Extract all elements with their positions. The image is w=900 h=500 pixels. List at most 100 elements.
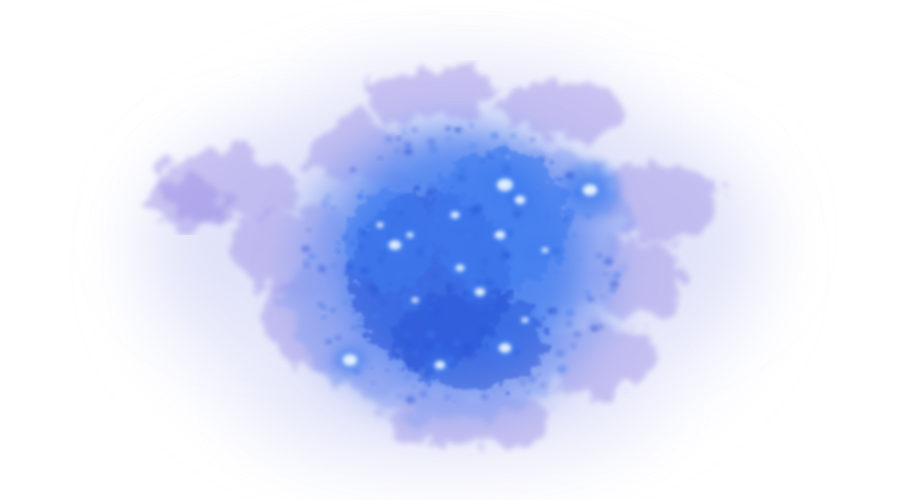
grain-speck	[440, 275, 447, 280]
grain-speck	[344, 263, 354, 271]
grain-speck	[480, 270, 486, 274]
grain-speck	[359, 266, 370, 275]
grain-speck	[498, 150, 505, 156]
grain-speck	[446, 135, 453, 141]
grain-speck	[412, 351, 419, 357]
grain-speck	[486, 382, 491, 386]
grain-speck	[426, 331, 435, 338]
sparkle-star	[521, 317, 529, 323]
grain-speck	[373, 283, 377, 286]
grain-speck	[398, 210, 404, 215]
grain-speck	[445, 395, 450, 400]
grain-speck	[325, 339, 332, 344]
grain-speck	[396, 230, 399, 233]
grain-speck	[330, 308, 336, 313]
grain-speck	[536, 351, 541, 356]
sparkle-star	[342, 354, 358, 366]
grain-speck	[481, 259, 488, 265]
grain-speck	[426, 138, 436, 146]
grain-speck	[384, 200, 395, 209]
grain-speck	[540, 383, 546, 388]
grain-speck	[357, 328, 363, 333]
grain-speck	[572, 330, 582, 338]
grain-speck	[502, 140, 508, 145]
grain-speck	[508, 309, 515, 315]
grain-speck	[380, 299, 387, 305]
grain-speck	[478, 327, 488, 335]
star-sparkles	[332, 168, 608, 376]
grain-speck	[597, 325, 604, 331]
grain-speck	[539, 152, 546, 158]
grain-speck	[462, 343, 472, 351]
grain-speck	[555, 349, 565, 358]
grain-speck	[501, 251, 511, 260]
grain-speck	[303, 260, 309, 264]
sparkle-star	[455, 264, 465, 272]
grain-speck	[411, 127, 418, 133]
grain-speck	[356, 233, 365, 240]
core-cloud	[430, 150, 570, 290]
grain-speck	[322, 315, 326, 319]
grain-speck	[317, 301, 324, 308]
grain-speck	[377, 258, 384, 263]
grain-speck	[394, 290, 397, 294]
grain-speck	[403, 330, 413, 338]
grain-speck	[434, 204, 445, 213]
grain-speck	[409, 256, 413, 259]
grain-speck	[358, 322, 364, 326]
grain-speck	[563, 217, 568, 221]
grain-speck	[469, 142, 477, 149]
grain-speck	[394, 149, 400, 154]
grain-speck	[352, 311, 357, 314]
sparkle-star	[541, 247, 549, 253]
grain-speck	[460, 168, 466, 173]
grain-speck	[321, 305, 327, 310]
grain-speck	[480, 342, 485, 346]
grain-speck	[386, 368, 390, 372]
grain-speck	[379, 196, 383, 200]
grain-speck	[529, 137, 536, 142]
grain-speck	[483, 390, 486, 393]
grain-speck	[398, 368, 402, 372]
grain-speck	[524, 248, 535, 257]
grain-speck	[371, 312, 380, 320]
sparkle-star	[582, 184, 598, 196]
grain-speck	[543, 214, 552, 222]
grain-speck	[335, 248, 340, 252]
grain-speck	[525, 390, 531, 394]
violet-wisp	[500, 82, 620, 138]
grain-speck	[531, 209, 538, 215]
grain-speck	[324, 193, 332, 200]
sparkle-star	[514, 195, 526, 205]
grain-speck	[515, 364, 519, 368]
grain-speck	[469, 367, 476, 373]
grain-speck	[403, 148, 413, 156]
grain-speck	[405, 341, 414, 348]
grain-speck	[425, 343, 433, 350]
sparkle-star	[406, 232, 414, 238]
grain-speck	[469, 123, 475, 127]
sparkle-star	[388, 240, 402, 250]
grain-speck	[470, 206, 480, 215]
grain-speck	[396, 271, 404, 278]
grain-speck	[565, 171, 575, 180]
grain-speck	[480, 159, 486, 163]
grain-speck	[560, 247, 566, 252]
grain-speck	[318, 266, 327, 273]
grain-speck	[483, 195, 486, 197]
grain-speck	[435, 218, 441, 224]
sparkle-star	[411, 297, 419, 303]
grain-speck	[481, 393, 488, 400]
grain-speck	[407, 160, 410, 163]
grain-speck	[370, 286, 380, 295]
grain-speck	[456, 174, 466, 182]
grain-speck	[371, 381, 376, 385]
grain-speck	[447, 284, 456, 292]
grain-speck	[357, 194, 360, 196]
grain-speck	[408, 314, 413, 319]
grain-speck	[390, 295, 395, 299]
grain-speck	[565, 309, 575, 317]
grain-speck	[510, 133, 517, 138]
grain-speck	[342, 235, 347, 239]
